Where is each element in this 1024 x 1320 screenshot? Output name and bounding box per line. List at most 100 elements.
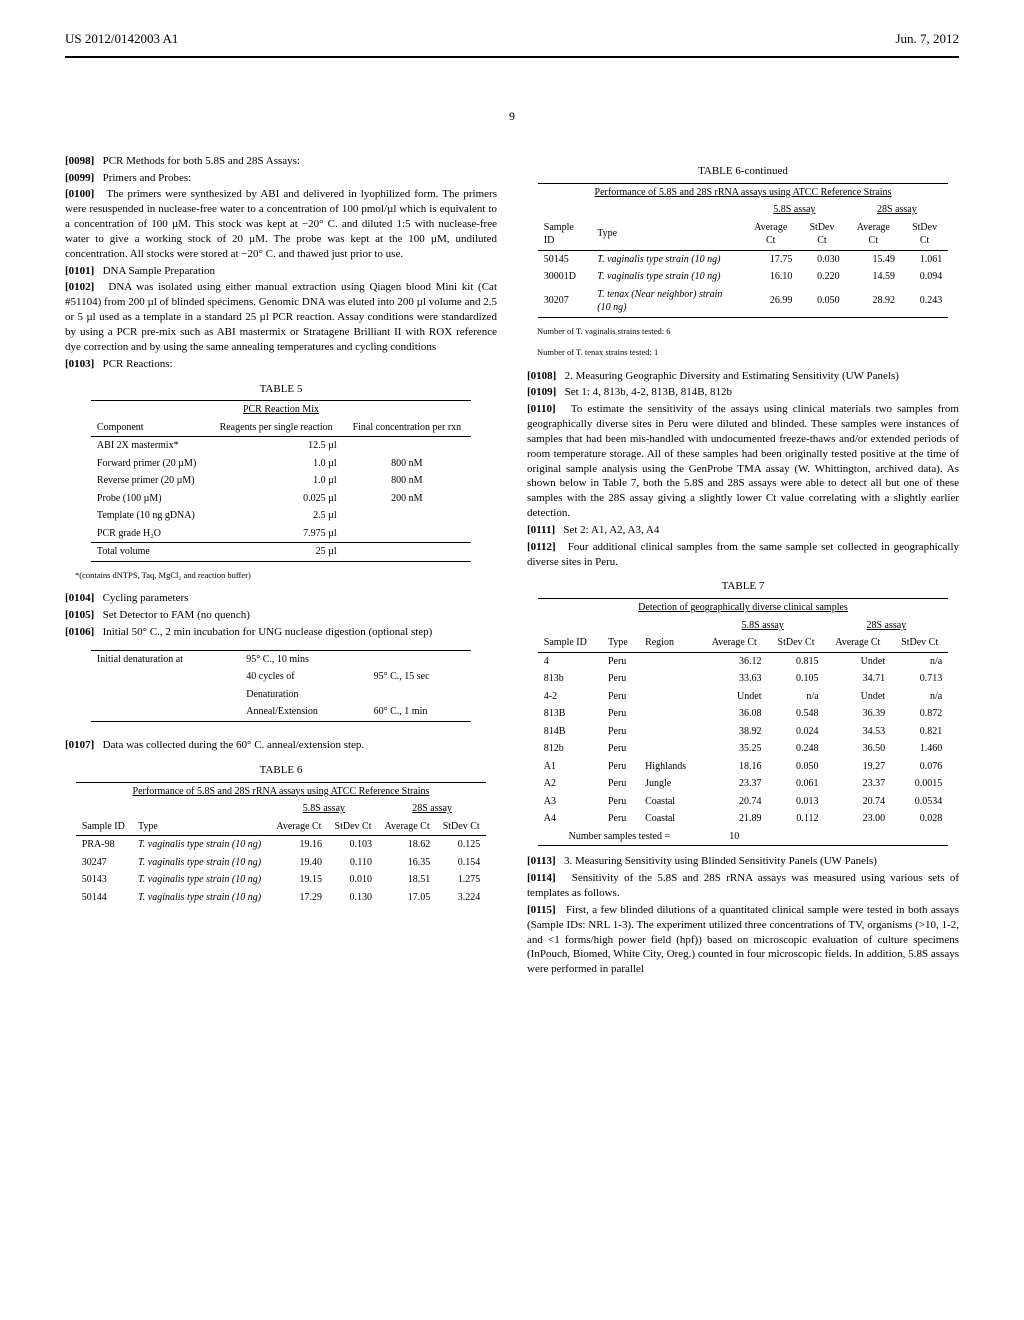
table6-r3-c2: 17.29 [270, 889, 328, 907]
table7-h3: Average Ct [701, 634, 768, 652]
table7-h6: StDev Ct [891, 634, 948, 652]
para-0103: [0103] PCR Reactions: [65, 357, 497, 372]
table6c-r1-c1: T. vaginalis type strain (10 ng) [591, 268, 743, 286]
table6-r3-c5: 3.224 [436, 889, 486, 907]
table6-r0-c5: 0.125 [436, 836, 486, 854]
cycle-r0-c0: Initial denaturation at [91, 650, 240, 668]
para-0110-text: To estimate the sensitivity of the assay… [527, 403, 959, 519]
table5-r4-c0: Template (10 ng gDNA) [91, 507, 210, 525]
cycle-r0-c1: 95° C., 10 mins [240, 650, 367, 668]
table7-r6-c2: Highlands [639, 758, 701, 776]
table6-subtitle: Performance of 5.8S and 28S rRNA assays … [76, 782, 486, 800]
table7-gh0: 5.8S assay [701, 617, 825, 635]
table5-r2-c1: 1.0 µl [210, 472, 343, 490]
table6-r2-c3: 0.010 [328, 871, 378, 889]
table6c-r1-c0: 30001D [538, 268, 591, 286]
table6-r0-c1: T. vaginalis type strain (10 ng) [132, 836, 270, 854]
table6-r2-c5: 1.275 [436, 871, 486, 889]
para-0105-text: Set Detector to FAM (no quench) [103, 609, 250, 621]
para-0113: [0113] 3. Measuring Sensitivity using Bl… [527, 854, 959, 869]
para-0102-text: DNA was isolated using either manual ext… [65, 281, 497, 352]
para-0100-text: The primers were synthesized by ABI and … [65, 188, 497, 259]
table7-r8-c5: 20.74 [825, 793, 892, 811]
table7-r7-c6: 0.0015 [891, 775, 948, 793]
table7-r2-c1: Peru [602, 688, 639, 706]
table6-r3-c1: T. vaginalis type strain (10 ng) [132, 889, 270, 907]
table7-r2-c6: n/a [891, 688, 948, 706]
table7-subtitle: Detection of geographically diverse clin… [538, 599, 948, 617]
table7-r0-c6: n/a [891, 652, 948, 670]
page-header: US 2012/0142003 A1 Jun. 7, 2012 [65, 30, 959, 48]
table7-h1: Type [602, 634, 639, 652]
table7-r5-c6: 1.460 [891, 740, 948, 758]
para-0107: [0107] Data was collected during the 60°… [65, 738, 497, 753]
table6-gh0: 5.8S assay [270, 800, 378, 818]
table7-r3-c2 [639, 705, 701, 723]
table6-r3-c3: 0.130 [328, 889, 378, 907]
para-0111: [0111] Set 2: A1, A2, A3, A4 [527, 523, 959, 538]
table6-r3-c4: 17.05 [378, 889, 436, 907]
table6c-r0-c4: 15.49 [846, 250, 901, 268]
table6-r0-c2: 19.16 [270, 836, 328, 854]
para-0112: [0112] Four additional clinical samples … [527, 540, 959, 570]
table7-r1-c5: 34.71 [825, 670, 892, 688]
table7-r8-c3: 20.74 [701, 793, 768, 811]
table6cont-h4: Average Ct [846, 219, 901, 251]
table7-r2-c4: n/a [768, 688, 825, 706]
table7-r6-c6: 0.076 [891, 758, 948, 776]
table7-h5: Average Ct [825, 634, 892, 652]
table7-r3-c3: 36.08 [701, 705, 768, 723]
table7-r6-c1: Peru [602, 758, 639, 776]
para-0108-text: 2. Measuring Geographic Diversity and Es… [565, 370, 899, 382]
table6cont-gh0: 5.8S assay [743, 201, 846, 219]
table6-h3: StDev Ct [328, 818, 378, 836]
para-0104: [0104] Cycling parameters [65, 591, 497, 606]
table5-subtitle: PCR Reaction Mix [91, 401, 471, 419]
table5-h0: Component [91, 419, 210, 437]
table5-total-val: 25 µl [210, 543, 343, 562]
table5-r4-c1: 2.5 µl [210, 507, 343, 525]
table7-r4-c2 [639, 723, 701, 741]
para-0101: [0101] DNA Sample Preparation [65, 264, 497, 279]
table6cont-h2: Average Ct [743, 219, 798, 251]
para-0105: [0105] Set Detector to FAM (no quench) [65, 608, 497, 623]
table6-r1-c4: 16.35 [378, 854, 436, 872]
table6-h1: Type [132, 818, 270, 836]
table7-r6-c0: A1 [538, 758, 602, 776]
para-0106: [0106] Initial 50° C., 2 min incubation … [65, 625, 497, 640]
table6c-r2-c2: 26.99 [743, 286, 798, 318]
table6c-r2-c1: T. tenax (Near neighbor) strain (10 ng) [591, 286, 743, 318]
table6c-r0-c5: 1.061 [901, 250, 948, 268]
cycle-r2-c1: Denaturation [240, 686, 367, 704]
table7-r1-c2 [639, 670, 701, 688]
para-0098: [0098] PCR Methods for both 5.8S and 28S… [65, 154, 497, 169]
table5-r3-c1: 0.025 µl [210, 490, 343, 508]
table6c-r0-c1: T. vaginalis type strain (10 ng) [591, 250, 743, 268]
para-0104-text: Cycling parameters [103, 592, 189, 604]
table5-r1-c2: 800 nM [343, 455, 471, 473]
para-0110: [0110] To estimate the sensitivity of th… [527, 402, 959, 521]
table7: Detection of geographically diverse clin… [538, 598, 948, 846]
para-0115: [0115] First, a few blinded dilutions of… [527, 903, 959, 977]
table5-r3-c0: Probe (100 µM) [91, 490, 210, 508]
cycle-r3-c2: 60° C., 1 min [368, 703, 471, 721]
table6c-r2-c3: 0.050 [798, 286, 845, 318]
table6c-r1-c2: 16.10 [743, 268, 798, 286]
table5-h2: Final concentration per rxn [343, 419, 471, 437]
cycle-r3-c0 [91, 703, 240, 721]
table6c-r2-c4: 28.92 [846, 286, 901, 318]
cycle-r0-c2 [368, 650, 471, 668]
table6-continued: Performance of 5.8S and 28S rRNA assays … [538, 183, 948, 318]
table7-r9-c2: Coastal [639, 810, 701, 828]
table7-r7-c4: 0.061 [768, 775, 825, 793]
table7-r0-c1: Peru [602, 652, 639, 670]
para-0114-text: Sensitivity of the 5.8S and 28S rRNA ass… [527, 872, 959, 899]
table7-r0-c2 [639, 652, 701, 670]
table6-r2-c1: T. vaginalis type strain (10 ng) [132, 871, 270, 889]
table5-r1-c0: Forward primer (20 µM) [91, 455, 210, 473]
table6-r1-c5: 0.154 [436, 854, 486, 872]
right-column: TABLE 6-continued Performance of 5.8S an… [527, 154, 959, 979]
table6-r1-c3: 0.110 [328, 854, 378, 872]
table6-r3-c0: 50144 [76, 889, 132, 907]
para-0111-text: Set 2: A1, A2, A3, A4 [563, 524, 659, 536]
